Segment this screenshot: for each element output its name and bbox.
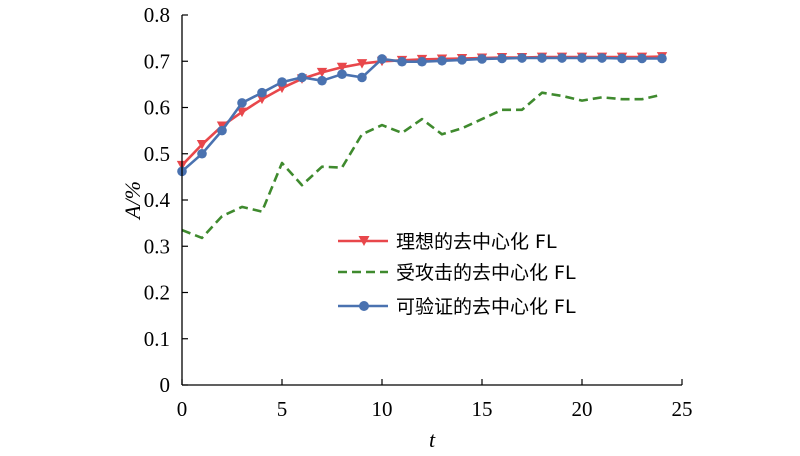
data-point-verifiable xyxy=(497,53,507,64)
legend-label-attacked: 受攻击的去中心化 FL xyxy=(396,262,576,284)
x-tick-label: 15 xyxy=(472,397,493,421)
data-point-verifiable xyxy=(617,53,627,64)
series-verifiable xyxy=(177,53,667,177)
x-tick-label: 20 xyxy=(572,397,593,421)
x-tick-label: 0 xyxy=(177,397,188,421)
data-point-verifiable xyxy=(277,77,287,87)
data-point-verifiable xyxy=(657,53,667,64)
legend: 理想的去中心化 FL 受攻击的去中心化 FL 可验证的去中心化 FL xyxy=(338,231,576,318)
series-ideal xyxy=(176,52,668,171)
data-point-verifiable xyxy=(257,87,267,98)
legend-item-ideal: 理想的去中心化 FL xyxy=(338,231,557,253)
data-point-verifiable xyxy=(457,55,467,65)
data-point-verifiable xyxy=(237,98,247,108)
series-line-ideal xyxy=(181,55,663,167)
data-point-verifiable xyxy=(297,72,307,83)
y-tick-label: 0.2 xyxy=(144,281,170,305)
y-tick-label: 0.6 xyxy=(144,96,170,120)
y-tick-label: 0.8 xyxy=(144,3,170,27)
y-tick-label: 0.1 xyxy=(144,327,170,351)
series-line-verifiable xyxy=(181,56,662,173)
y-axis-title: A/% xyxy=(120,181,145,221)
data-point-ideal xyxy=(336,62,348,73)
y-tick-label: 0.5 xyxy=(144,142,170,166)
x-ticks: 0 5 10 15 20 25 xyxy=(177,379,693,421)
data-point-ideal xyxy=(236,107,248,118)
data-point-verifiable xyxy=(357,72,367,83)
data-point-verifiable xyxy=(477,54,487,64)
data-point-ideal xyxy=(356,59,368,69)
x-axis-title: t xyxy=(429,427,436,452)
axes: 0 5 10 15 20 25 0 0.1 0.2 0.3 0.4 0.5 0.6 0.7 0.8 t A… xyxy=(120,3,693,452)
data-point-verifiable xyxy=(597,53,607,63)
data-point-verifiable xyxy=(397,56,407,67)
series-attacked xyxy=(181,91,663,240)
data-point-verifiable xyxy=(637,53,647,64)
x-tick-label: 25 xyxy=(672,397,693,421)
data-point-verifiable xyxy=(317,75,327,86)
legend-item-verifiable: 可验证的去中心化 FL xyxy=(338,296,576,318)
y-tick-label: 0.4 xyxy=(144,188,171,212)
data-point-ideal xyxy=(196,140,208,150)
legend-label-verifiable: 可验证的去中心化 FL xyxy=(396,296,576,318)
legend-label-ideal: 理想的去中心化 FL xyxy=(396,231,557,253)
x-tick-label: 10 xyxy=(372,397,393,421)
x-tick-label: 5 xyxy=(277,397,288,421)
data-point-verifiable xyxy=(337,69,347,79)
plot-area xyxy=(176,52,668,240)
data-point-verifiable xyxy=(197,148,207,159)
data-point-ideal xyxy=(316,67,328,78)
legend-item-attacked: 受攻击的去中心化 FL xyxy=(338,262,576,284)
data-point-ideal xyxy=(256,94,268,105)
legend-marker-ideal xyxy=(358,236,370,246)
data-point-verifiable xyxy=(577,53,587,63)
legend-marker-verifiable xyxy=(359,301,369,311)
data-point-verifiable xyxy=(537,53,547,63)
data-point-verifiable xyxy=(377,54,387,64)
data-point-verifiable xyxy=(417,56,427,67)
data-point-verifiable xyxy=(217,125,227,136)
data-point-verifiable xyxy=(557,53,567,63)
y-tick-label: 0 xyxy=(160,373,171,397)
y-tick-label: 0.3 xyxy=(144,234,170,258)
y-ticks: 0 0.1 0.2 0.3 0.4 0.5 0.6 0.7 0.8 xyxy=(144,3,188,397)
y-tick-label: 0.7 xyxy=(144,49,170,73)
series-line-attacked xyxy=(181,91,663,240)
data-point-verifiable xyxy=(517,53,527,63)
data-point-verifiable xyxy=(437,55,447,66)
